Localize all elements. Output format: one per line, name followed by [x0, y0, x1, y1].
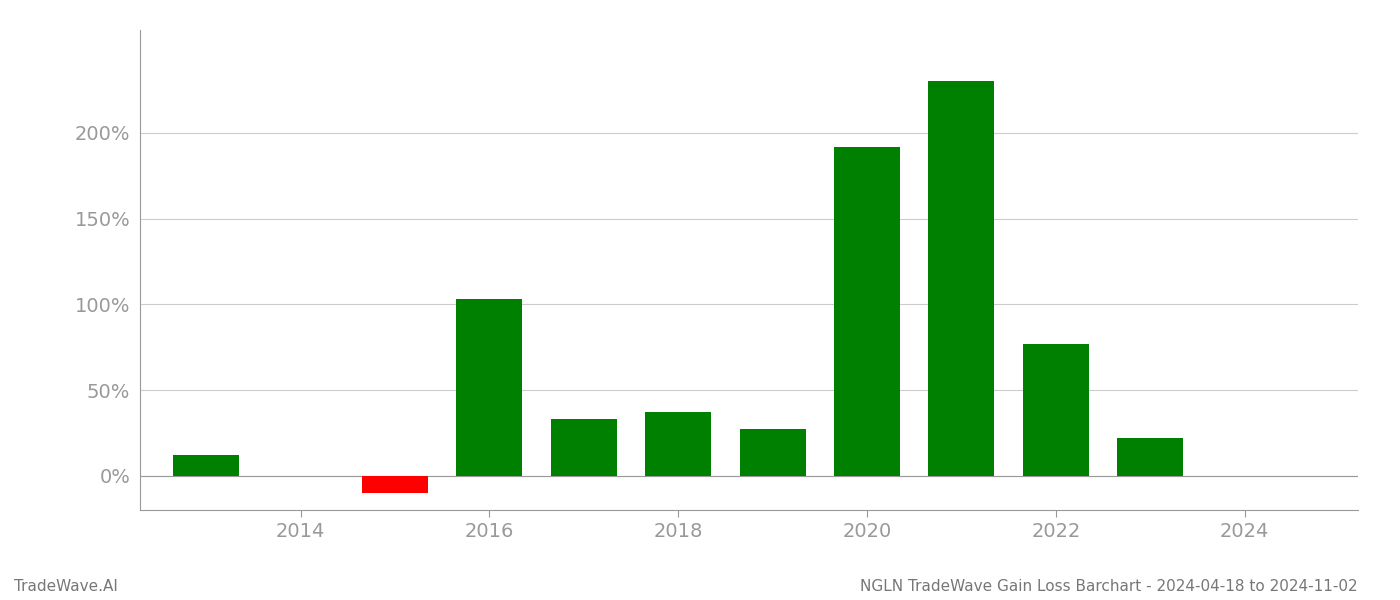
Bar — [456, 299, 522, 476]
Bar — [645, 412, 711, 476]
Text: NGLN TradeWave Gain Loss Barchart - 2024-04-18 to 2024-11-02: NGLN TradeWave Gain Loss Barchart - 2024… — [861, 579, 1358, 594]
Bar — [739, 430, 805, 476]
Bar — [361, 476, 428, 493]
Bar — [928, 82, 994, 476]
Bar — [550, 419, 617, 476]
Bar — [834, 146, 900, 476]
Text: TradeWave.AI: TradeWave.AI — [14, 579, 118, 594]
Bar — [1023, 344, 1089, 476]
Bar — [1117, 438, 1183, 476]
Bar — [174, 455, 239, 476]
